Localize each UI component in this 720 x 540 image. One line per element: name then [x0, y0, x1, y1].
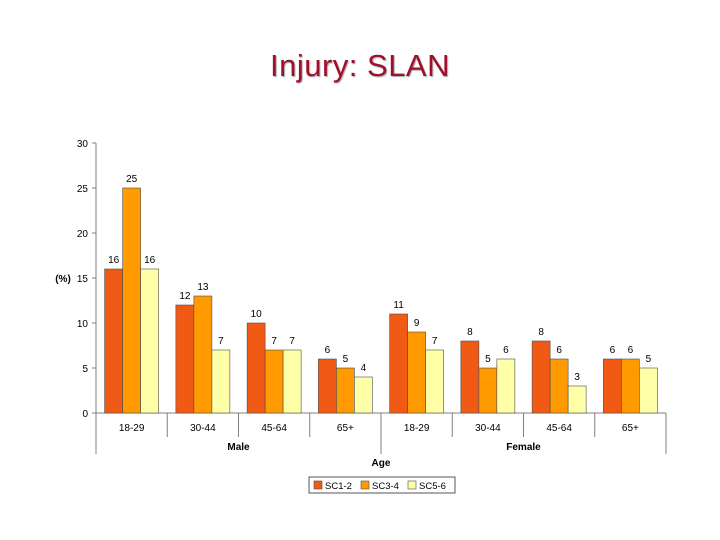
x-tick-label: 45-64	[261, 423, 287, 434]
data-label: 6	[503, 345, 509, 356]
bar-sc5-6	[639, 367, 658, 414]
bar-sc3-4	[264, 349, 284, 414]
data-label: 3	[574, 372, 580, 383]
data-label: 7	[432, 336, 438, 347]
data-label: 7	[271, 336, 277, 347]
x-group-label: Female	[506, 442, 541, 453]
y-tick-label: 30	[77, 139, 89, 150]
bar-sc5-6	[282, 349, 302, 414]
y-axis-label: (%)	[55, 274, 71, 285]
x-tick-label: 30-44	[475, 423, 501, 434]
y-tick-label: 0	[82, 409, 88, 420]
data-label: 6	[610, 345, 616, 356]
legend-swatch	[313, 480, 323, 490]
chart-legend: SC1-2 SC3-4 SC5-6	[308, 476, 456, 494]
bar-sc5-6	[496, 358, 516, 414]
legend-entry: SC5-6	[419, 481, 446, 492]
bar-sc5-6	[140, 268, 159, 414]
y-tick-label: 10	[77, 319, 89, 330]
legend-entry: SC1-2	[325, 481, 352, 492]
bar-sc1-2	[460, 340, 480, 414]
data-label: 8	[538, 327, 544, 338]
bar-sc1-2	[531, 340, 551, 414]
x-tick-label: 45-64	[546, 423, 572, 434]
x-axis-label: Age	[372, 458, 391, 469]
x-tick-label: 18-29	[119, 423, 145, 434]
legend-swatch	[360, 480, 370, 490]
data-label: 12	[179, 291, 191, 302]
bar-sc1-2	[246, 322, 266, 414]
data-label: 5	[343, 354, 349, 365]
data-label: 4	[361, 363, 367, 374]
chart-data-labels: 16 12 10 6 11 8 8 6 25 13 7 5 9 5 6 6 16 7 7 4 7 6 3 5	[108, 174, 652, 383]
bar-sc1-2	[175, 304, 195, 414]
y-tick-label: 15	[77, 274, 89, 285]
data-label: 25	[126, 174, 138, 185]
y-tick-label: 25	[77, 184, 89, 195]
bar-sc5-6	[211, 349, 231, 414]
bar-sc3-4	[407, 331, 426, 414]
bar-sc1-2	[318, 358, 337, 414]
bar-sc1-2	[389, 313, 408, 414]
data-label: 7	[289, 336, 295, 347]
legend-entry: SC3-4	[372, 481, 399, 492]
x-group-label: Male	[227, 442, 250, 453]
y-tick-label: 5	[82, 364, 88, 375]
bar-sc1-2	[603, 358, 622, 414]
data-label: 7	[218, 336, 224, 347]
data-label: 13	[197, 282, 209, 293]
bar-sc3-4	[122, 187, 141, 414]
legend-box	[308, 476, 456, 494]
data-label: 5	[485, 354, 491, 365]
legend-swatch	[407, 480, 417, 490]
data-label: 5	[646, 354, 652, 365]
x-tick-label: 65+	[622, 423, 639, 434]
bar-sc3-4	[621, 358, 640, 414]
y-tick-label: 20	[77, 229, 89, 240]
bar-sc3-4	[549, 358, 569, 414]
bar-sc5-6	[425, 349, 444, 414]
data-label: 6	[556, 345, 562, 356]
data-label: 10	[251, 309, 263, 320]
x-tick-label: 30-44	[190, 423, 216, 434]
data-label: 16	[144, 255, 156, 266]
data-label: 6	[325, 345, 331, 356]
slide-title: Injury: SLAN	[269, 48, 450, 83]
bar-sc3-4	[336, 367, 355, 414]
bar-sc5-6	[354, 376, 373, 414]
bar-sc1-2	[104, 268, 123, 414]
data-label: 6	[628, 345, 634, 356]
chart-bars	[104, 187, 658, 414]
bar-sc3-4	[478, 367, 498, 414]
data-label: 11	[393, 300, 404, 311]
x-tick-label: 65+	[337, 423, 354, 434]
bar-sc3-4	[193, 295, 213, 414]
x-tick-label: 18-29	[404, 423, 430, 434]
data-label: 8	[467, 327, 473, 338]
data-label: 9	[414, 318, 420, 329]
data-label: 16	[108, 255, 120, 266]
bar-sc5-6	[567, 385, 587, 414]
